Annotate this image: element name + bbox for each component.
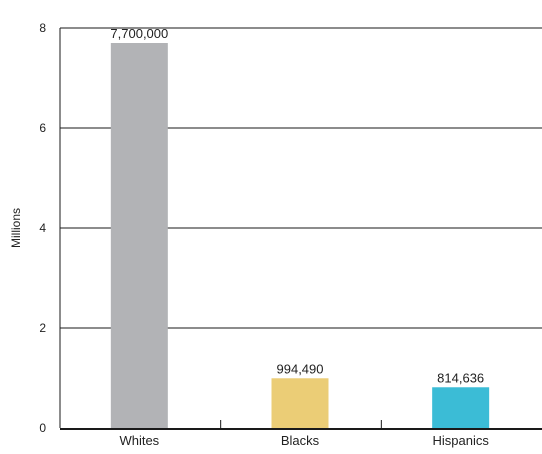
data-label-hispanics: 814,636: [437, 370, 484, 385]
y-tick-label: 6: [39, 121, 46, 135]
category-labels: Whites Blacks Hispanics: [119, 433, 489, 448]
category-label-blacks: Blacks: [281, 433, 320, 448]
category-label-whites: Whites: [119, 433, 159, 448]
bar-whites: [110, 43, 168, 428]
axes: [59, 28, 542, 430]
y-axis-title: Millions: [9, 208, 23, 248]
category-label-hispanics: Hispanics: [432, 433, 489, 448]
bars: [110, 43, 490, 428]
data-labels: 7,700,000 994,490 814,636: [110, 26, 484, 385]
y-tick-label: 8: [39, 21, 46, 35]
y-tick-label: 0: [39, 421, 46, 435]
y-tick-label: 4: [39, 221, 46, 235]
data-label-whites: 7,700,000: [110, 26, 168, 41]
bar-blacks: [271, 378, 329, 428]
bar-hispanics: [432, 387, 490, 428]
y-tick-labels: 0 2 4 6 8: [39, 21, 46, 435]
y-tick-label: 2: [39, 321, 46, 335]
data-label-blacks: 994,490: [277, 361, 324, 376]
